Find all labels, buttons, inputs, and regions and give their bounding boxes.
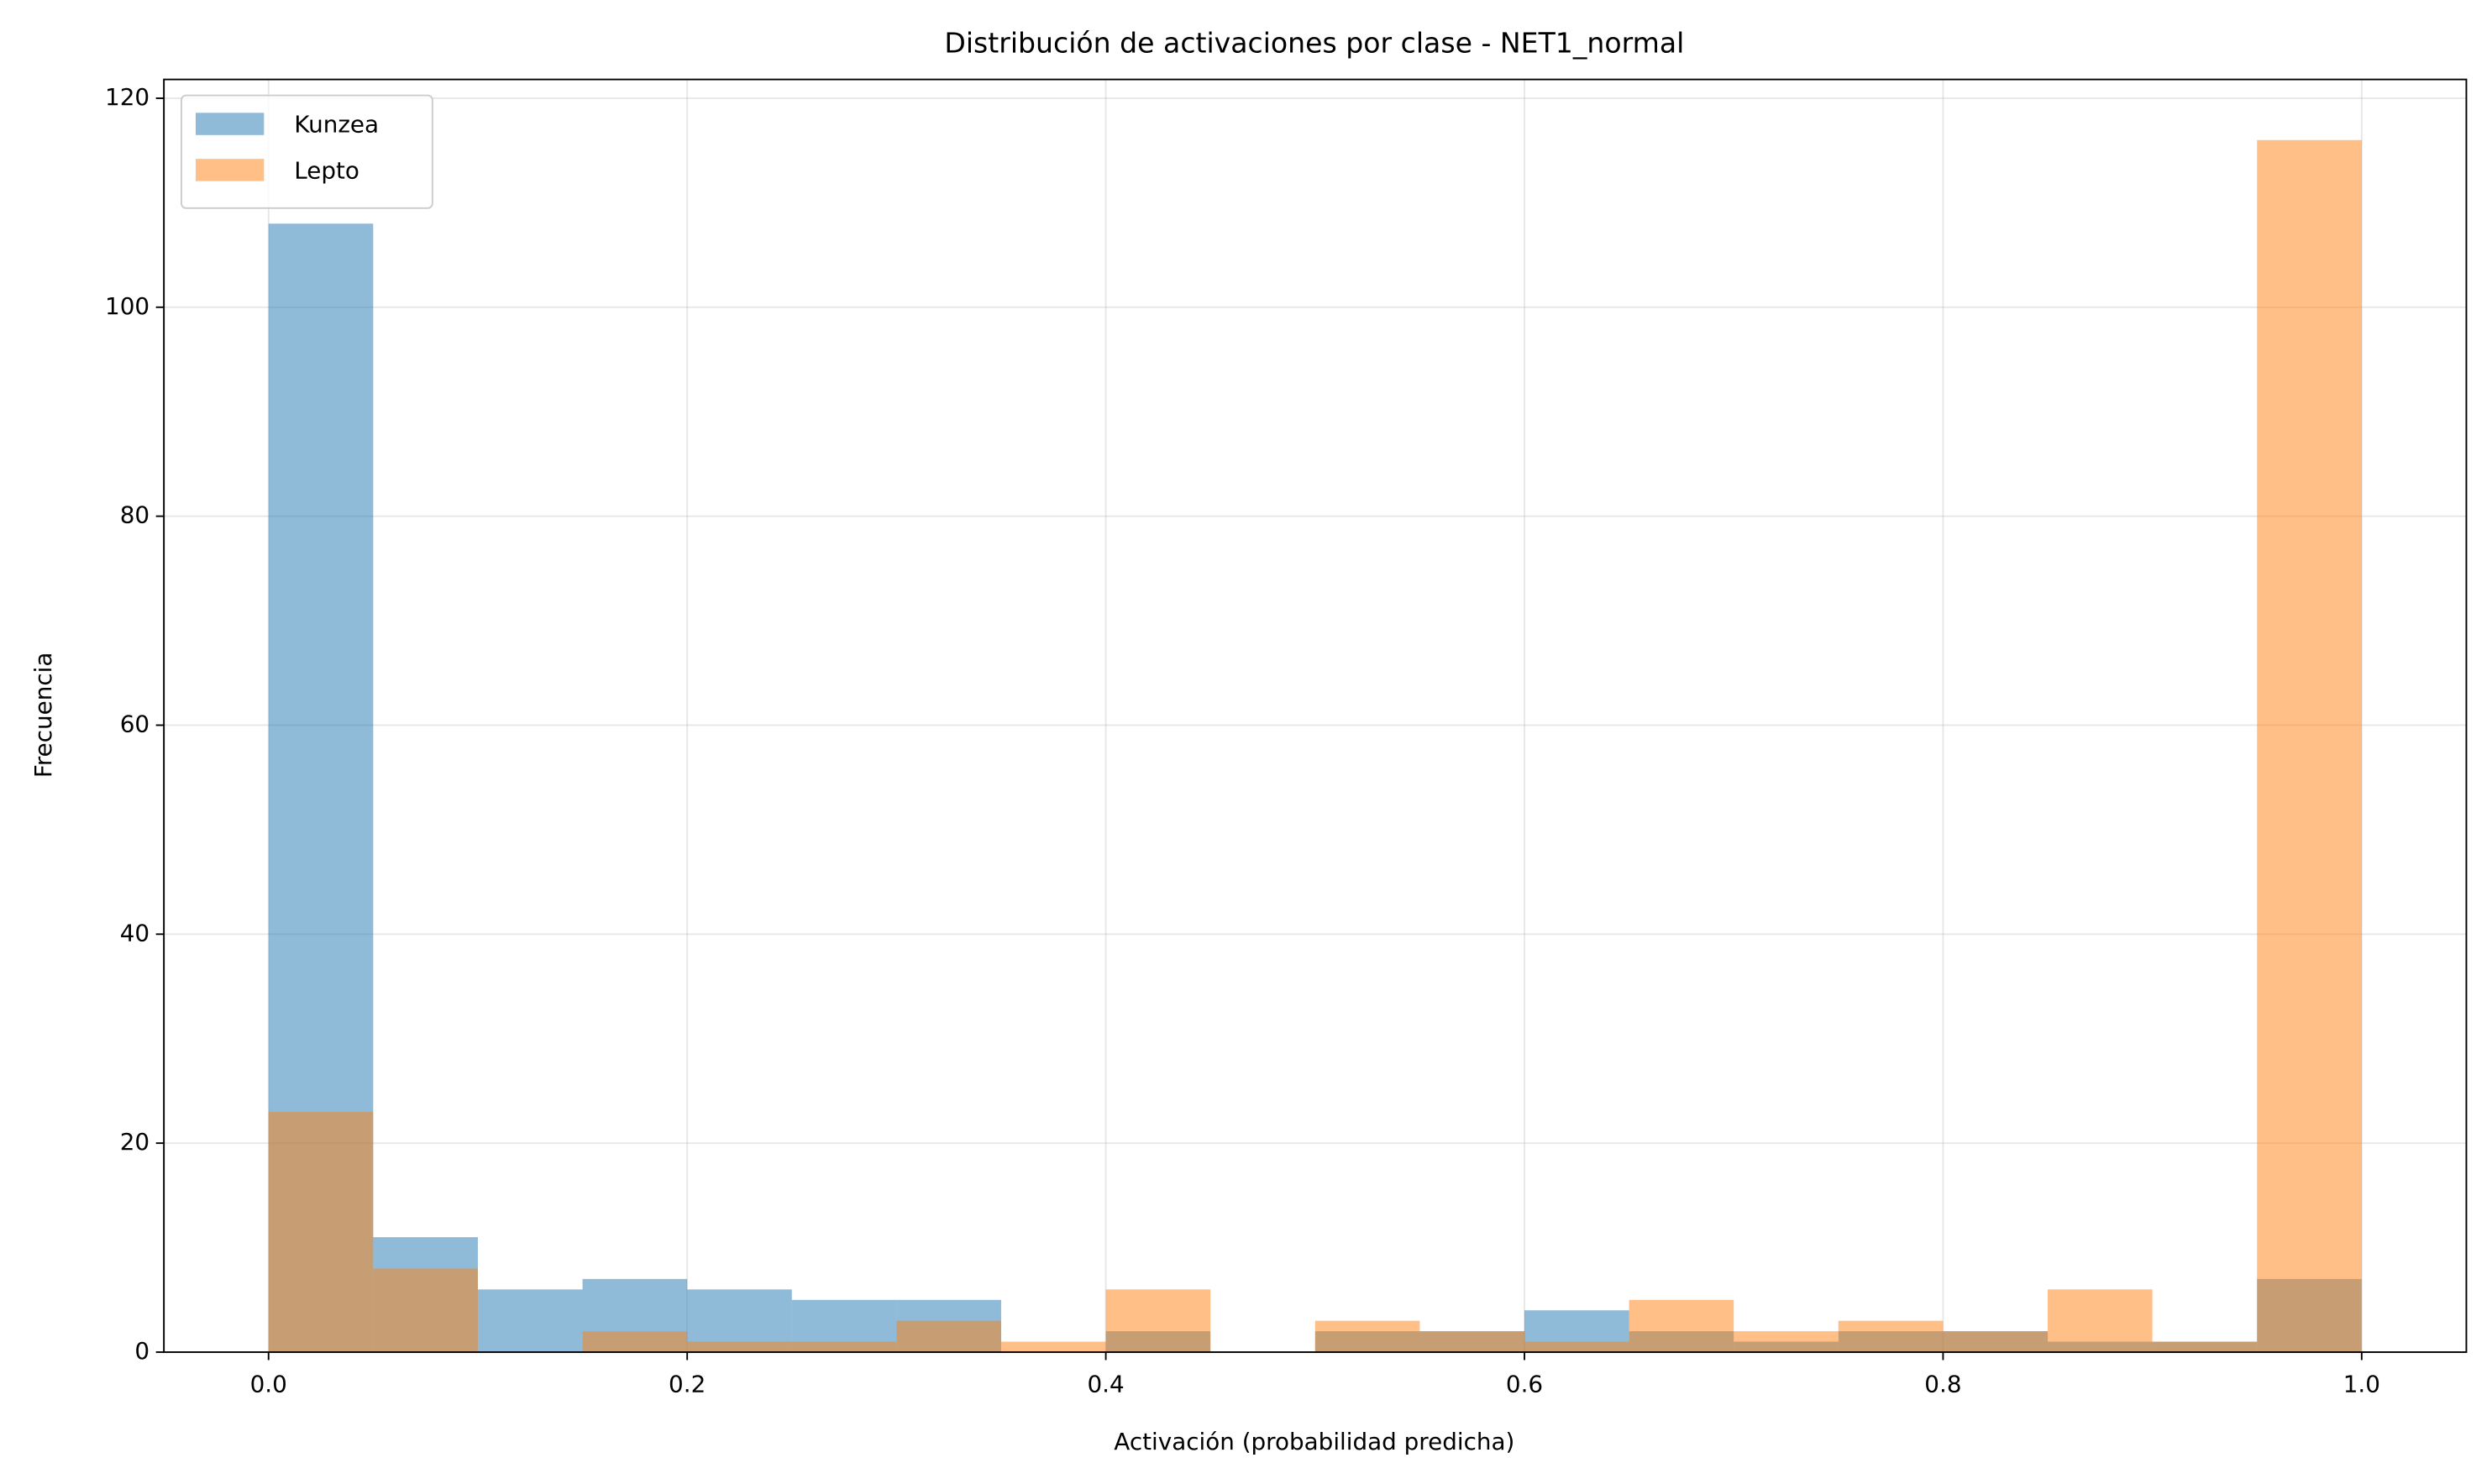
bar (896, 1320, 1001, 1352)
bar (791, 1341, 897, 1352)
bar (1419, 1331, 1525, 1352)
x-tick-label: 0.8 (1924, 1371, 1961, 1398)
y-tick-label: 60 (120, 710, 150, 737)
bar (582, 1331, 688, 1352)
y-tick-label: 120 (105, 83, 150, 111)
legend-swatch (195, 113, 265, 135)
legend-swatch (195, 159, 265, 181)
legend-label: Lepto (294, 156, 359, 184)
bar (1524, 1341, 1629, 1352)
x-tick-label: 0.2 (669, 1371, 706, 1398)
bar (477, 1289, 583, 1352)
x-tick-label: 0.0 (250, 1371, 287, 1398)
x-tick-label: 1.0 (2343, 1371, 2380, 1398)
bar (1943, 1331, 2049, 1352)
x-axis-label: Activación (probabilidad predicha) (1114, 1428, 1514, 1455)
y-tick-label: 40 (120, 919, 150, 947)
y-axis-label: Frecuencia (29, 653, 57, 779)
bar (687, 1341, 792, 1352)
bar (2048, 1289, 2153, 1352)
bar (1838, 1320, 1944, 1352)
bar (2152, 1341, 2258, 1352)
bar (1105, 1289, 1211, 1352)
bar (268, 1111, 374, 1352)
y-tick-label: 80 (120, 501, 150, 529)
x-tick-label: 0.6 (1506, 1371, 1543, 1398)
bar (1734, 1331, 1839, 1352)
y-tick-label: 0 (134, 1337, 150, 1365)
plot-frame (163, 78, 2468, 1353)
bar (373, 1268, 478, 1352)
bar (1314, 1320, 1420, 1352)
chart-title: Distribución de activaciones por clase -… (944, 26, 1684, 59)
bar (1000, 1341, 1106, 1352)
y-tick-label: 100 (105, 292, 150, 320)
x-tick-label: 0.4 (1087, 1371, 1124, 1398)
bar (2257, 139, 2362, 1352)
y-tick-label: 20 (120, 1128, 150, 1156)
bar (1629, 1299, 1734, 1352)
legend-label: Kunzea (294, 110, 379, 138)
